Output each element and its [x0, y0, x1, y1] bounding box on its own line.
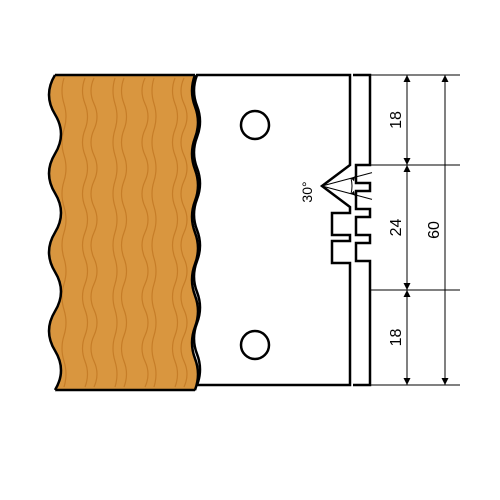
dimension-lines	[370, 75, 460, 385]
secondary-profile-outline	[353, 75, 370, 385]
dimension-bot-text: 18	[388, 329, 405, 347]
mounting-hole-top	[241, 111, 269, 139]
mounting-hole-bottom	[241, 331, 269, 359]
angle-label: 30°	[299, 181, 315, 202]
angle-indicator	[322, 173, 372, 200]
main-profile-outline	[194, 75, 350, 385]
dimension-top-text: 18	[388, 111, 405, 129]
technical-drawing: 30° 18 24 18 60	[0, 0, 500, 500]
dimension-total-text: 60	[426, 221, 443, 239]
dimension-mid-text: 24	[388, 219, 405, 237]
